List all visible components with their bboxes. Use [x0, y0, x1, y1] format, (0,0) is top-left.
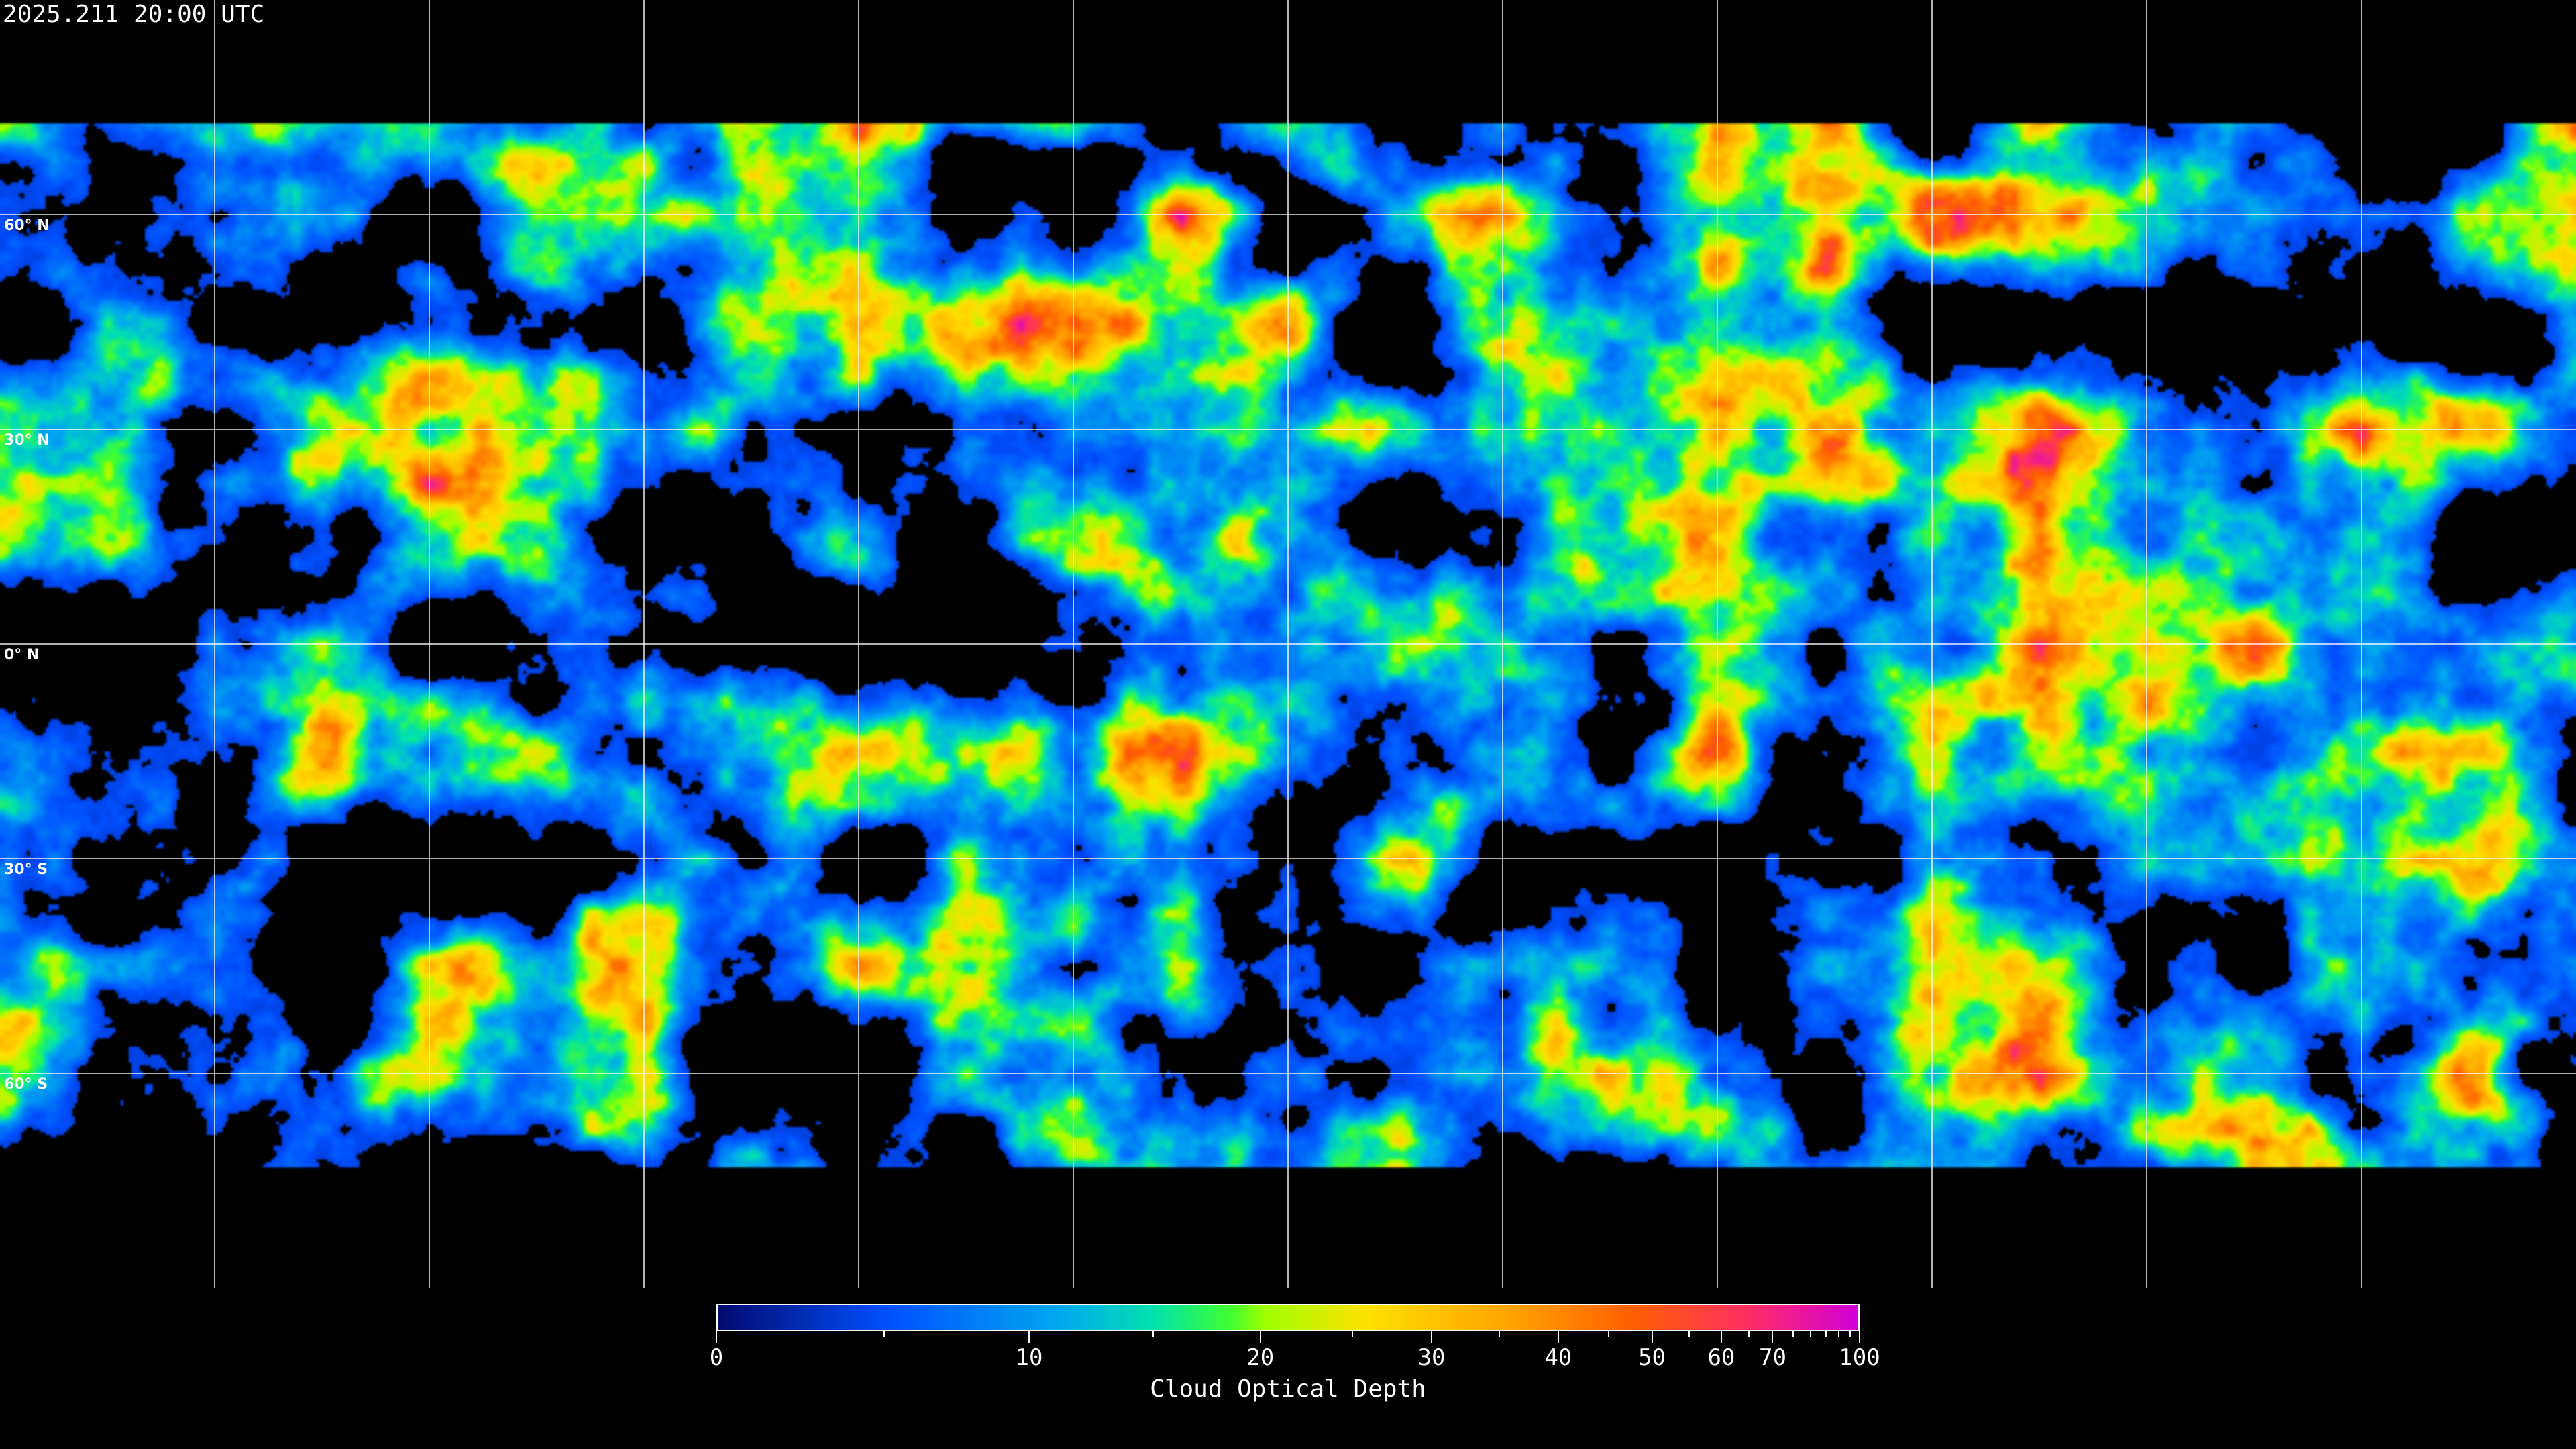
colorbar-major-tick: [1557, 1331, 1559, 1343]
latitude-label: 0° N: [4, 647, 40, 663]
latitude-label: 30° S: [4, 861, 48, 878]
colorbar-major-tick: [1028, 1331, 1030, 1343]
colorbar-minor-tick: [1837, 1331, 1839, 1337]
colorbar-minor-tick: [1152, 1331, 1155, 1337]
colorbar-label: Cloud Optical Depth: [1150, 1375, 1426, 1403]
colorbar-tick-label: 10: [1015, 1344, 1043, 1371]
colorbar: [716, 1304, 1860, 1331]
colorbar-tick-label: 20: [1246, 1344, 1275, 1371]
colorbar-tick-label: 40: [1544, 1344, 1572, 1371]
colorbar-minor-tick: [1748, 1331, 1750, 1337]
colorbar-minor-tick: [1351, 1331, 1353, 1337]
colorbar-major-tick: [1772, 1331, 1774, 1343]
colorbar-tick-label: 50: [1638, 1344, 1666, 1371]
colorbar-major-tick: [716, 1331, 717, 1343]
colorbar-tick-label: 60: [1707, 1344, 1735, 1371]
colorbar-major-tick: [1259, 1331, 1261, 1343]
colorbar-minor-tick: [1688, 1331, 1690, 1337]
colorbar-minor-tick: [883, 1331, 885, 1337]
colorbar-major-tick: [1720, 1331, 1722, 1343]
colorbar-minor-tick: [1792, 1331, 1794, 1337]
colorbar-minor-tick: [1499, 1331, 1501, 1337]
colorbar-tick-label: 100: [1839, 1344, 1880, 1371]
latitude-label: 60° N: [4, 217, 50, 234]
colorbar-major-tick: [1651, 1331, 1653, 1343]
colorbar-major-tick: [1430, 1331, 1432, 1343]
colorbar-tick-label: 30: [1417, 1344, 1446, 1371]
colorbar-ticks: 0 10 20 30 40 50 60 70 100: [710, 1331, 1880, 1385]
cloud-optical-depth-map: [0, 0, 2576, 1288]
colorbar-minor-tick: [1607, 1331, 1609, 1337]
colorbar-major-tick: [1859, 1331, 1860, 1343]
graticule: [0, 0, 2576, 1288]
timestamp-title: 2025.211 20:00 UTC: [3, 1, 265, 28]
colorbar-minor-tick: [1825, 1331, 1827, 1337]
colorbar-minor-tick: [1810, 1331, 1812, 1337]
colorbar-tick-label: 70: [1758, 1344, 1786, 1371]
colorbar-tick-label: 0: [709, 1344, 724, 1371]
latitude-label: 30° N: [4, 432, 50, 449]
latitude-label: 60° S: [4, 1076, 48, 1093]
colorbar-minor-tick: [1849, 1331, 1851, 1337]
